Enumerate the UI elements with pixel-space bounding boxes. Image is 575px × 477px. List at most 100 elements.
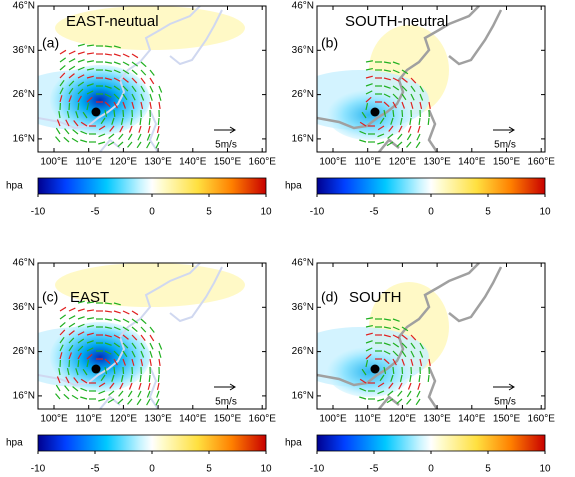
colorbar-tick-label: -10: [310, 207, 325, 218]
wind-vector: [158, 118, 159, 125]
lat-label: 16°N: [13, 391, 35, 402]
scale-label: 5m/s: [494, 140, 516, 151]
low-anomaly: [327, 90, 411, 140]
lon-label: 100°E: [319, 414, 347, 425]
lon-label: 100°E: [319, 157, 347, 168]
lat-label: 26°N: [292, 89, 314, 100]
colorbar-tick-label: -10: [31, 207, 46, 218]
wind-vector: [402, 367, 403, 374]
lon-label: 140°E: [458, 157, 486, 168]
colorbar-tick-label: 5: [485, 207, 491, 218]
lat-label: 46°N: [292, 1, 314, 12]
lon-label: 150°E: [493, 414, 521, 425]
colorbar: [38, 178, 266, 194]
panel-label: (c): [42, 289, 58, 305]
lon-label: 140°E: [179, 414, 207, 425]
colorbar-tick-label: 5: [485, 464, 491, 472]
colorbar-tick-label: 5: [206, 207, 212, 218]
lat-label: 46°N: [13, 258, 35, 269]
colorbar-unit: hpa: [285, 438, 302, 449]
lon-label: 100°E: [40, 157, 68, 168]
wind-vector: [114, 367, 115, 374]
panel: 46°N 36°N 26°N 16°N 100°E 110°E 120°E 130°E 140°…: [6, 258, 276, 472]
colorbar: [317, 178, 545, 194]
lat-label: 46°N: [292, 258, 314, 269]
panel-label: (b): [321, 35, 338, 51]
lon-label: 130°E: [144, 414, 172, 425]
colorbar: [317, 435, 545, 451]
wind-vector: [149, 375, 150, 382]
lat-label: 26°N: [292, 346, 314, 357]
colorbar-tick-label: 10: [260, 207, 272, 218]
lat-label: 36°N: [292, 302, 314, 313]
lon-label: 110°E: [354, 414, 381, 425]
colorbar-tick-label: 0: [428, 207, 434, 218]
lon-label: 130°E: [423, 414, 451, 425]
low-anomaly: [327, 347, 411, 397]
lon-label: 120°E: [389, 414, 417, 425]
colorbar-tick-label: -5: [370, 207, 379, 218]
wind-vector: [158, 375, 159, 382]
colorbar-tick-label: -5: [370, 464, 379, 472]
lon-label: 160°E: [528, 157, 556, 168]
colorbar-tick-label: -10: [31, 464, 46, 472]
lat-label: 36°N: [13, 45, 35, 56]
wind-vector: [393, 110, 394, 117]
lat-label: 16°N: [292, 391, 314, 402]
panel-label: (d): [321, 289, 338, 305]
colorbar: [38, 435, 266, 451]
wind-vector: [114, 110, 115, 117]
wind-vector: [69, 360, 70, 367]
lon-label: 100°E: [40, 414, 68, 425]
lat-label: 36°N: [13, 302, 35, 313]
lon-label: 160°E: [528, 414, 556, 425]
colorbar-unit: hpa: [6, 181, 23, 192]
panel: 46°N 36°N 26°N 16°N 100°E 110°E 120°E 130°E 140°…: [6, 1, 276, 218]
lat-label: 46°N: [13, 1, 35, 12]
lat-label: 16°N: [13, 134, 35, 145]
scale-label: 5m/s: [494, 397, 516, 408]
lon-label: 140°E: [179, 157, 207, 168]
colorbar-tick-label: 10: [260, 464, 272, 472]
lon-label: 160°E: [249, 414, 277, 425]
lon-label: 120°E: [110, 414, 138, 425]
panel-title: SOUTH: [349, 289, 402, 306]
lon-label: 120°E: [110, 157, 138, 168]
wind-vector: [393, 367, 394, 374]
lat-label: 36°N: [292, 45, 314, 56]
lon-label: 110°E: [75, 157, 102, 168]
panel-title: EAST: [70, 289, 109, 306]
storm-center: [92, 108, 101, 117]
colorbar-tick-label: -5: [91, 464, 100, 472]
colorbar-unit: hpa: [285, 181, 302, 192]
colorbar-unit: hpa: [6, 438, 23, 449]
wind-vector: [428, 375, 429, 382]
scale-label: 5m/s: [215, 397, 237, 408]
colorbar-tick-label: -5: [91, 207, 100, 218]
wind-vector: [123, 367, 124, 374]
lon-label: 120°E: [389, 157, 417, 168]
lon-label: 150°E: [214, 414, 242, 425]
lat-label: 26°N: [13, 89, 35, 100]
panel-label: (a): [42, 35, 59, 51]
panel: 46°N 36°N 26°N 16°N 100°E 110°E 120°E 130°E 140°…: [285, 1, 555, 218]
colorbar-tick-label: 0: [428, 464, 434, 472]
lon-label: 130°E: [423, 157, 451, 168]
wind-vector: [69, 103, 70, 110]
lat-label: 16°N: [292, 134, 314, 145]
panel-title: SOUTH-neutral: [345, 13, 448, 30]
storm-center: [371, 108, 380, 117]
wind-vector: [149, 118, 150, 125]
lon-label: 110°E: [75, 414, 102, 425]
colorbar-tick-label: 0: [149, 207, 155, 218]
wind-vector: [123, 110, 124, 117]
colorbar-tick-label: 0: [149, 464, 155, 472]
storm-center: [371, 365, 380, 374]
lon-label: 110°E: [354, 157, 381, 168]
lon-label: 160°E: [249, 157, 277, 168]
lat-label: 26°N: [13, 346, 35, 357]
colorbar-tick-label: 10: [539, 464, 551, 472]
scale-label: 5m/s: [215, 140, 237, 151]
lon-label: 130°E: [144, 157, 172, 168]
